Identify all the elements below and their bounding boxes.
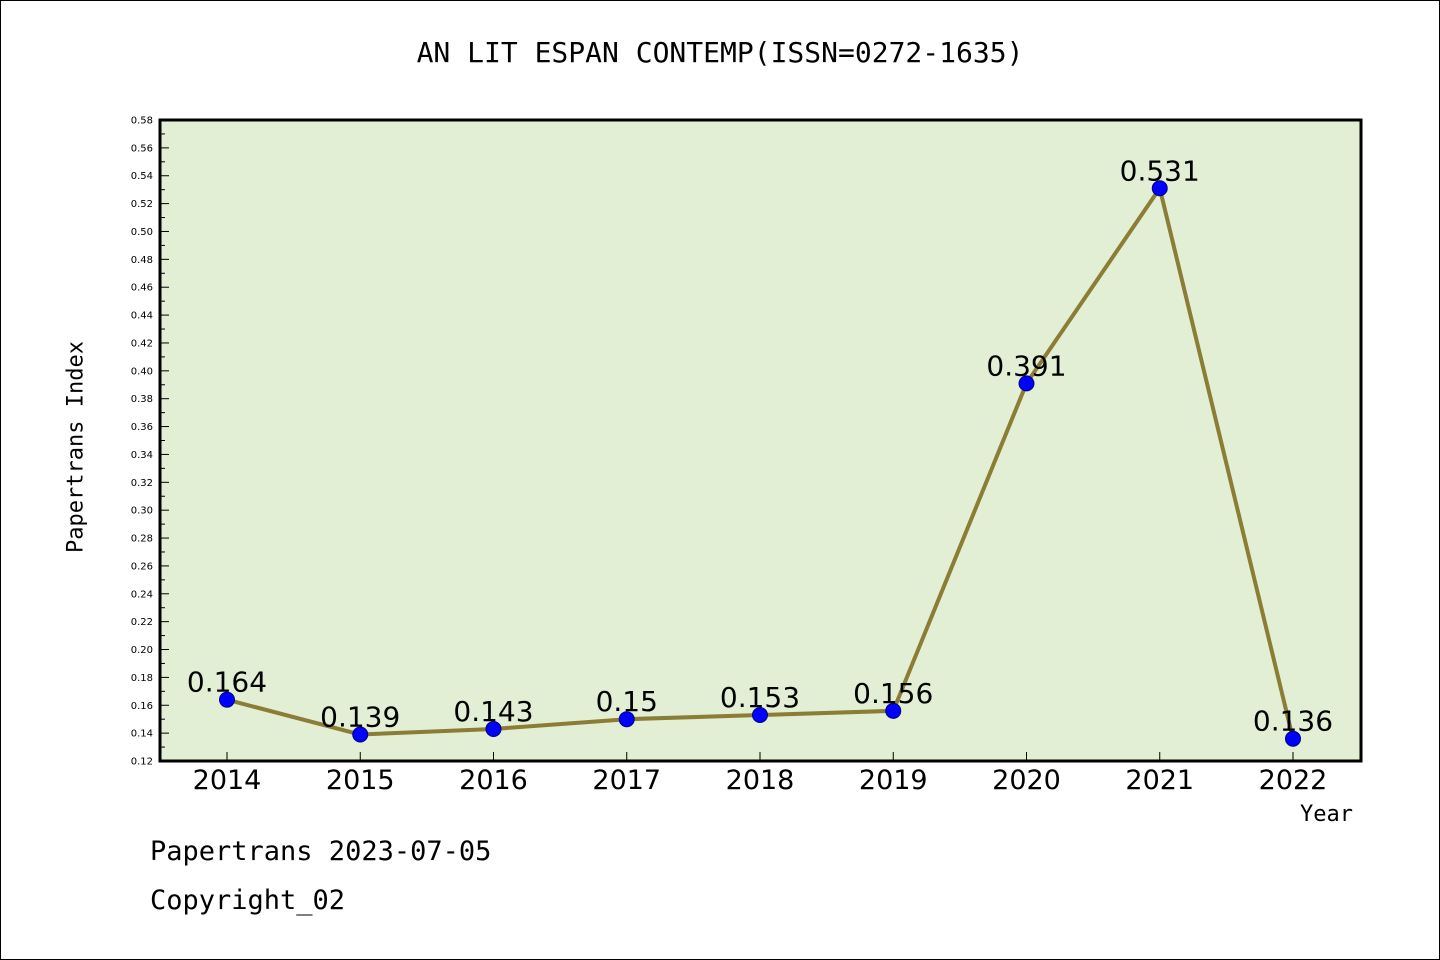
data-point	[1285, 730, 1301, 747]
x-tick-label: 2015	[326, 765, 395, 796]
data-label: 0.136	[1253, 705, 1333, 738]
data-label: 0.391	[986, 349, 1066, 382]
y-tick-label: 0.32	[131, 478, 153, 489]
y-tick-label: 0.48	[131, 255, 153, 266]
y-tick-label: 0.38	[131, 394, 153, 405]
x-tick-label: 2021	[1125, 765, 1194, 796]
footer-source: Papertrans 2023-07-05	[150, 836, 492, 867]
y-tick-label: 0.30	[131, 506, 153, 517]
y-tick-label: 0.20	[131, 645, 153, 656]
y-tick-label: 0.52	[131, 199, 153, 210]
x-tick-label: 2014	[193, 765, 262, 796]
y-tick-label: 0.40	[131, 366, 153, 377]
plot-area	[160, 120, 1361, 761]
x-tick-label: 2016	[459, 765, 528, 796]
chart-title: AN LIT ESPAN CONTEMP(ISSN=0272-1635)	[416, 36, 1024, 69]
plot-border	[158, 118, 1363, 763]
x-tick-label: 2020	[992, 765, 1061, 796]
data-point	[219, 691, 235, 708]
data-label: 0.531	[1120, 154, 1200, 187]
y-tick-label: 0.58	[131, 116, 153, 127]
data-label: 0.143	[453, 695, 533, 728]
data-label: 0.164	[187, 666, 267, 699]
x-axis-label: Year	[1300, 802, 1353, 827]
data-point	[885, 702, 902, 719]
y-tick-label: 0.16	[131, 701, 153, 712]
data-label: 0.153	[720, 681, 800, 714]
data-point	[352, 726, 369, 743]
x-tick-label: 2022	[1259, 765, 1328, 796]
y-tick-label: 0.56	[131, 143, 153, 154]
y-tick-label: 0.34	[131, 450, 153, 461]
data-label: 0.139	[320, 701, 400, 734]
data-point	[1151, 180, 1168, 197]
y-tick-label: 0.50	[131, 227, 153, 238]
y-tick-label: 0.44	[131, 311, 153, 322]
y-tick-label: 0.54	[131, 171, 153, 182]
data-label: 0.156	[853, 677, 933, 710]
y-tick-label: 0.36	[131, 422, 153, 433]
y-tick-label: 0.18	[131, 673, 153, 684]
x-tick-label: 2017	[592, 765, 661, 796]
x-tick-label: 2019	[859, 765, 928, 796]
y-tick-label: 0.28	[131, 534, 153, 545]
data-point	[485, 720, 502, 737]
data-point	[1018, 375, 1035, 392]
y-tick-label: 0.24	[131, 589, 153, 600]
y-tick-label: 0.12	[131, 757, 153, 768]
x-tick-label: 2018	[726, 765, 795, 796]
data-label: 0.15	[596, 685, 658, 718]
y-tick-label: 0.42	[131, 338, 153, 349]
footer-copyright: Copyright_02	[150, 885, 346, 916]
y-tick-label: 0.14	[131, 729, 153, 740]
data-point	[752, 707, 768, 724]
y-tick-label: 0.26	[131, 561, 153, 572]
data-point	[618, 711, 635, 728]
y-tick-label: 0.46	[131, 283, 153, 294]
y-tick-label: 0.22	[131, 617, 153, 628]
